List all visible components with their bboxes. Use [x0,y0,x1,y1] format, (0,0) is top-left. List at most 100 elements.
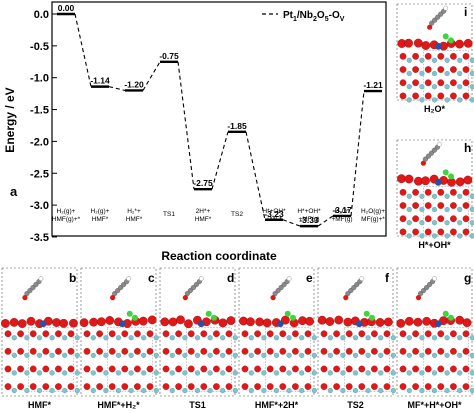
energy-value-label: -1.20 [124,79,144,89]
oxygen-atom [437,365,445,373]
oxygen-atom [320,348,328,355]
niobium-atom [444,70,450,77]
oxygen-atom [279,330,287,338]
oxygen-atom [17,383,24,390]
oxygen-atom [96,317,106,327]
oxygen-atom [213,348,220,355]
oxygen-atom [304,365,312,373]
green-atom [132,314,138,321]
niobium-atom [311,335,317,341]
hydrogen-atom [443,5,449,11]
oxygen-atom [187,348,195,355]
oxygen-atom [345,365,353,373]
oxygen-atom [450,188,457,196]
oxygen-atom [358,330,366,338]
oxygen-atom [424,228,432,236]
niobium-atom [11,335,17,341]
niobium-atom [248,388,254,394]
platinum-atom [118,320,126,328]
oxygen-atom [450,52,457,60]
panel-caption: HMF* [28,400,51,410]
oxygen-atom [59,318,69,328]
niobium-atom [469,370,474,376]
niobium-atom [220,335,226,341]
niobium-atom [457,352,463,358]
niobium-atom [406,70,412,77]
platinum-atom [434,42,442,50]
oxygen-atom [383,348,391,355]
oxygen-atom [175,383,182,390]
platinum-atom [276,320,284,328]
panel-caption: H*+OH* [418,240,451,250]
niobium-atom [194,335,201,341]
niobium-atom [74,335,80,341]
oxygen-atom [455,39,464,49]
niobium-atom [365,388,371,394]
niobium-atom [390,370,396,376]
structure-panel-c: c HMF*+H₂* [79,267,159,410]
oxygen-atom [424,79,432,87]
niobium-atom [406,335,412,341]
x-axis-label: Reaction coordinate [161,249,277,263]
state-label-line1: H*+OH* [262,208,286,215]
niobium-atom [431,84,438,90]
niobium-atom [128,335,134,341]
oxygen-atom [412,79,419,87]
niobium-atom [457,193,463,199]
niobium-atom [220,388,226,394]
panel-caption: MF*+H*+OH* [407,400,462,410]
oxygen-atom [4,348,12,355]
oxygen-atom [108,330,116,338]
energy-value-label: -1.14 [90,76,110,86]
hydrogen-atom [359,276,365,281]
state-label-line2: HMF* [126,216,143,223]
niobium-atom [286,335,292,341]
niobium-atom [273,388,280,394]
oxygen-atom [412,215,419,223]
energy-value-label: -3.17 [332,205,352,215]
oxygen-atom [254,348,261,355]
oxygen-atom [4,383,12,390]
niobium-atom [299,352,305,358]
green-atom [448,173,454,180]
oxygen-atom [187,330,195,338]
niobium-atom [36,388,43,394]
oxygen-atom [343,317,353,327]
platinum-atom [197,320,205,328]
oxygen-atom [138,316,148,326]
niobium-atom [128,352,134,358]
niobium-atom [457,206,463,213]
niobium-atom [365,370,371,376]
niobium-atom [182,370,188,376]
niobium-atom [220,352,226,358]
oxygen-atom [399,202,407,209]
niobium-atom [327,370,333,376]
panel-frame [238,267,315,397]
niobium-atom [90,370,96,376]
niobium-atom [469,206,474,213]
niobium-atom [431,193,438,199]
niobium-atom [169,370,175,376]
oxygen-atom [424,188,432,196]
oxygen-atom [292,330,299,338]
niobium-atom [469,193,474,199]
niobium-atom [115,370,122,376]
niobium-atom [286,352,292,358]
oxygen-atom [241,383,249,390]
oxygen-atom [421,41,431,50]
oxygen-atom [134,348,141,355]
oxygen-atom [450,66,457,73]
connector-line [74,13,92,87]
oxygen-atom [437,52,445,60]
oxygen-atom [397,174,406,184]
niobium-atom [406,193,412,199]
niobium-atom [62,335,68,341]
oxygen-atom [422,316,432,326]
niobium-atom [444,84,450,90]
oxygen-atom [182,295,188,301]
niobium-atom [378,335,384,341]
oxygen-atom [412,66,419,73]
oxygen-atom [279,383,287,390]
niobium-atom [141,370,147,376]
connectors [74,13,365,227]
